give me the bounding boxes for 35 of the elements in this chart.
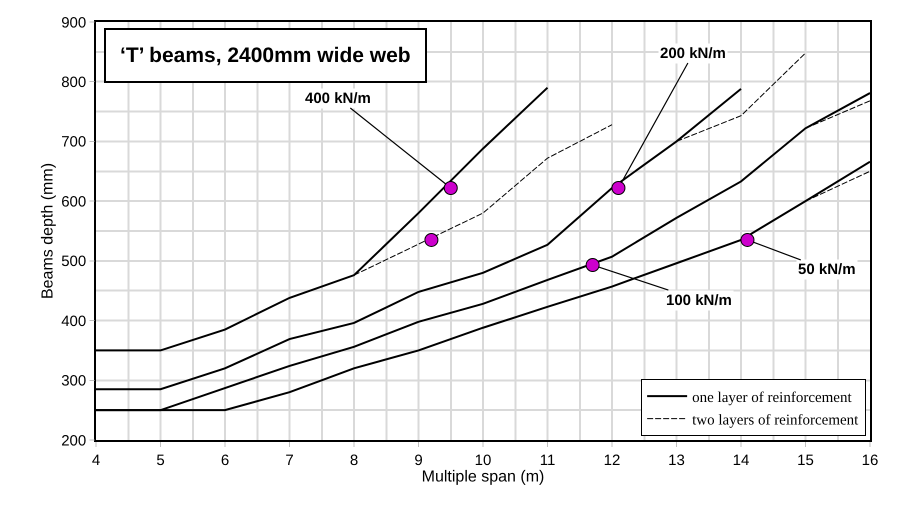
y-tick-label: 400 [61,312,86,330]
point [586,258,600,272]
y-tick-label: 900 [61,14,86,32]
x-tick-label: 15 [797,452,814,469]
annotation: 50 kN/m [798,261,856,278]
x-tick-label: 4 [92,452,100,469]
x-tick-label: 6 [220,452,230,469]
y-axis-title: Beams depth (mm) [40,162,57,300]
legend-label: one layer of reinforcement [692,390,852,406]
x-tick-label: 7 [285,452,294,469]
annotation: 200 kN/m [660,45,726,62]
x-axis-title: Multiple span (m) [422,468,544,486]
x-tick-label: 12 [604,452,620,469]
point [424,232,438,247]
x-tick-label: 9 [414,452,423,469]
x-tick-label: 8 [350,452,358,469]
x-tick-label: 16 [862,452,878,469]
y-tick-label: 200 [61,432,86,450]
y-tick-label: 300 [61,372,86,390]
y-tick-label: 600 [61,193,86,210]
annotation: 100 kN/m [666,292,732,309]
point [444,181,458,196]
point [611,181,626,196]
legend-label: two layers of reinforcement [692,412,860,428]
text: ‘T’ beams, 2400mm wide web [120,44,411,67]
x-tick-label: 14 [732,452,750,469]
y-tick-label: 500 [61,253,86,270]
x-tick-label: 11 [540,452,556,469]
y-tick-label: 800 [61,74,86,91]
x-tick-label: 10 [474,452,492,469]
y-tick-label: 700 [61,134,86,151]
point [740,232,754,247]
x-tick-label: 5 [156,452,165,469]
annotation: 400 kN/m [305,90,371,107]
x-tick-label: 13 [668,452,685,469]
